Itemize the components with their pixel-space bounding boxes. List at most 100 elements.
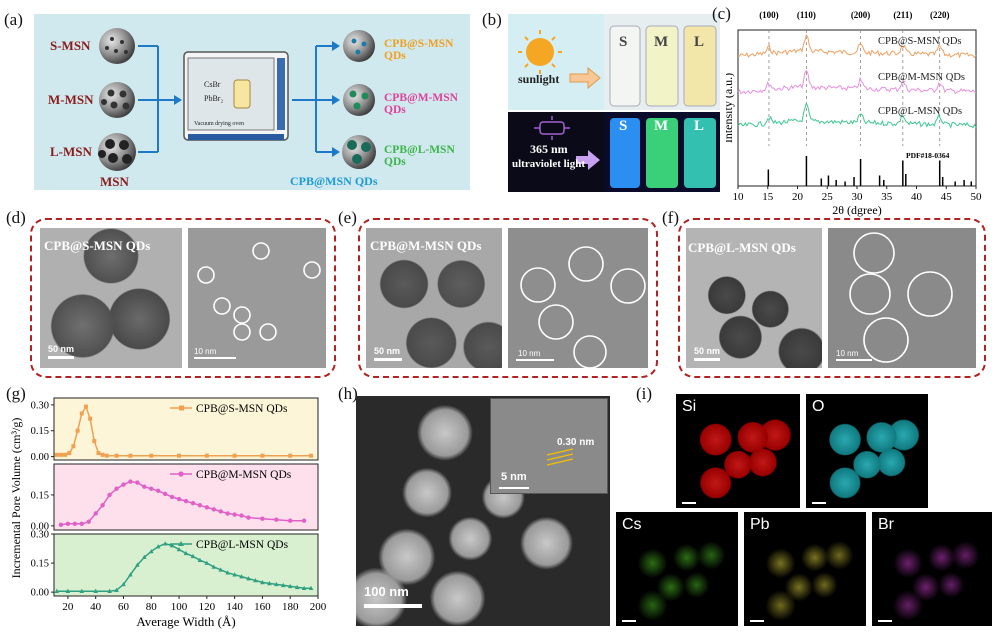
eds-label-cs: Cs <box>622 516 642 533</box>
panel-f-label: (f) <box>662 208 679 227</box>
pore-point <box>232 512 237 517</box>
panel-e-label: (e) <box>338 208 357 227</box>
xrd-xtick-label: 50 <box>971 191 983 203</box>
pore-point <box>93 588 98 593</box>
pore-point <box>294 584 300 590</box>
panel-c-label: (c) <box>712 4 731 23</box>
oven-caption: Vacuum drying oven <box>194 121 244 127</box>
pore-xtick-label: 120 <box>199 601 216 613</box>
pore-point <box>75 428 80 433</box>
pore-point <box>183 498 189 504</box>
pore-point <box>301 518 307 523</box>
pore-point <box>92 439 97 444</box>
oven-text-pbbr2: PbBr₂ <box>204 94 224 103</box>
sunlight-label: sunlight <box>518 72 560 86</box>
pore-ytick-label: 0.00 <box>31 452 49 463</box>
pore-point <box>218 509 223 514</box>
pore-point <box>149 486 154 491</box>
pore-point <box>183 550 189 556</box>
pore-point <box>288 518 293 523</box>
panel-d-tem-high: 10 nm <box>188 228 326 368</box>
pore-point <box>83 404 88 409</box>
panel-e-tem-high: 10 nm <box>508 228 648 368</box>
cpb-m-msn-sphere <box>343 84 375 116</box>
panel-d-tem-low: CPB@S-MSN QDs 50 nm <box>40 228 182 368</box>
pore-point <box>260 453 265 458</box>
xrd-series-label: CPB@M-MSN QDs <box>878 72 965 83</box>
pore-chart: 0.00 0.15 0.30 CPB@S-MSN QDs 0.00 0.15 CPB@M-M… <box>9 397 327 629</box>
xrd-xtick-label: 10 <box>733 191 745 203</box>
xrd-ylabel: Intensity (a.u.) <box>726 73 735 143</box>
eds-si-scalebar <box>682 502 696 504</box>
oven-text-csbr: CsBr <box>204 80 221 89</box>
panel-g-label: (g) <box>6 384 26 403</box>
cpb-s-msn-sphere <box>343 30 375 62</box>
pore-ytick-label: 0.15 <box>31 426 49 437</box>
pore-point <box>197 557 203 562</box>
pore-point <box>128 479 133 484</box>
panel-e-scalebar-2 <box>516 359 554 361</box>
vial-l-label-uv: L <box>694 118 705 134</box>
xrd-plane-label: (110) <box>797 10 816 20</box>
panel-i-label: (i) <box>636 384 653 403</box>
panel-d-scalebar-1 <box>48 356 74 359</box>
xrd-xtick-label: 15 <box>762 191 774 203</box>
pore-point <box>65 588 71 593</box>
panel-d-scale-2: 10 nm <box>194 347 217 356</box>
pore-point <box>65 521 71 527</box>
pore-xtick-label: 180 <box>282 601 299 613</box>
pore-point <box>190 553 196 559</box>
pore-point <box>267 580 272 586</box>
panel-f-scale-1: 50 nm <box>694 346 721 356</box>
pore-legend-label: CPB@L-MSN QDs <box>196 539 289 551</box>
pore-point <box>121 581 126 587</box>
pore-xtick-label: 160 <box>254 601 271 613</box>
pore-point <box>260 579 265 585</box>
pore-point <box>197 503 203 508</box>
l-msn-label: L-MSN <box>50 144 92 159</box>
xrd-xtick-label: 30 <box>852 191 864 203</box>
pore-point <box>149 453 154 458</box>
pore-xtick-label: 140 <box>226 601 243 613</box>
xrd-plane-label: (211) <box>893 10 912 20</box>
eds-br-scalebar <box>878 620 892 622</box>
vial-m-label-uv: M <box>654 118 669 134</box>
panel-d-frame <box>30 218 336 378</box>
eds-map-o: O <box>806 394 928 508</box>
pore-point <box>274 517 279 522</box>
sun-icon <box>518 30 562 74</box>
pore-point <box>260 516 265 521</box>
pore-point <box>190 500 196 506</box>
inset-scalebar <box>499 487 529 489</box>
cpb-msn-title: CPB@MSN QDs <box>290 174 378 188</box>
pore-ylabel: Incremental Pore Volume (cm³/g) <box>9 418 23 579</box>
pore-point <box>177 453 182 458</box>
panel-a-svg <box>98 28 376 171</box>
s-msn-sphere <box>99 28 135 64</box>
pore-point <box>58 452 63 457</box>
pore-point <box>63 452 68 457</box>
xrd-plane-label: (220) <box>930 10 950 20</box>
eds-map-br: Br <box>872 512 992 626</box>
pore-point <box>309 453 314 458</box>
lattice-spacing-label: 0.30 nm <box>557 437 595 448</box>
panel-b-sunlight: sunlight S M L <box>508 14 720 110</box>
pore-point <box>156 488 161 494</box>
pore-point <box>114 486 119 491</box>
pore-point <box>148 548 154 554</box>
pore-point <box>169 494 175 500</box>
pore-ytick-label: 0.00 <box>31 521 49 532</box>
panel-h-label: (h) <box>338 384 358 403</box>
pore-point <box>100 452 105 457</box>
pore-point <box>239 574 244 579</box>
panel-e-scale-2: 10 nm <box>518 349 541 358</box>
pore-point <box>225 511 230 516</box>
pore-point <box>162 541 168 546</box>
pore-xtick-label: 100 <box>171 601 188 613</box>
xrd-xlabel: 2θ (dgree) <box>832 203 881 217</box>
xrd-xtick-label: 35 <box>881 191 893 203</box>
cpb-l-msn-sphere <box>342 135 376 169</box>
panel-d-title: CPB@S-MSN QDs <box>44 238 151 253</box>
eds-label-pb: Pb <box>750 516 770 533</box>
eds-o-scalebar <box>812 502 826 504</box>
